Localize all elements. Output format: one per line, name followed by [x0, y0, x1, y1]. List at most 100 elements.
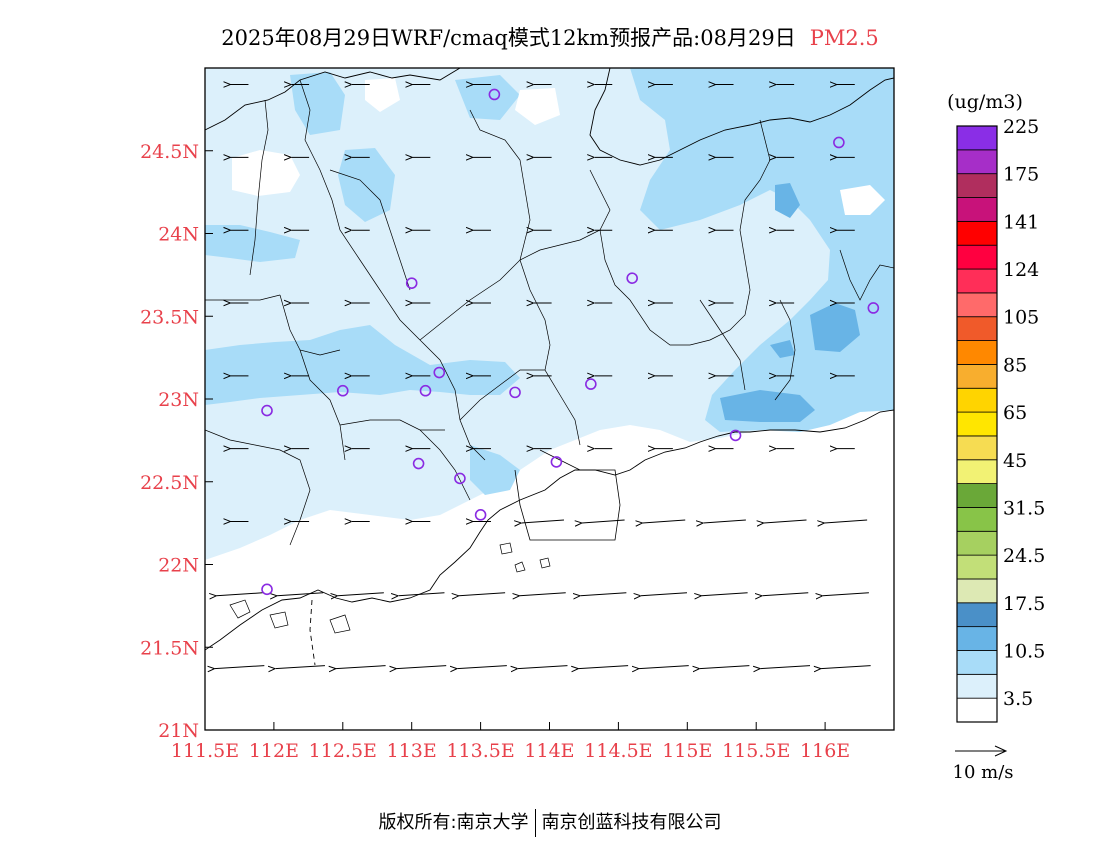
colorbar-label: 225	[1003, 116, 1039, 138]
wind-vector	[396, 665, 447, 669]
y-tick-label: 22N	[158, 555, 199, 577]
wind-vector	[275, 665, 325, 669]
wind-vector	[703, 519, 746, 523]
wind-vector	[578, 665, 629, 669]
colorbar-label: 17.5	[1003, 593, 1045, 615]
x-tick-label: 113.5E	[446, 740, 514, 762]
wind-vector	[639, 665, 689, 669]
colorbar-label: 175	[1003, 164, 1039, 186]
station-marker	[729, 429, 742, 442]
colorbar-label: 3.5	[1003, 688, 1033, 710]
station-marker	[474, 509, 487, 521]
wind-vector	[277, 592, 324, 596]
county-borders	[205, 79, 894, 546]
colorbar-label: 10.5	[1003, 640, 1045, 662]
colorbar-swatch	[956, 411, 998, 437]
wind-vector	[824, 519, 868, 523]
colorbar-swatch	[956, 340, 998, 365]
station-marker	[488, 88, 501, 101]
footer-separator	[534, 809, 536, 837]
y-tick-label: 24.5N	[140, 141, 199, 163]
wind-vector	[762, 592, 809, 596]
y-tick-label: 23N	[158, 389, 199, 411]
colorbar-swatch	[956, 650, 998, 675]
dashed-boundary	[309, 599, 316, 666]
colorbar-label: 141	[1003, 211, 1039, 233]
station-marker	[585, 378, 597, 390]
x-tick-label: 113E	[387, 740, 437, 762]
colorbar-swatch	[956, 316, 998, 341]
station-marker	[412, 457, 425, 470]
station-marker	[336, 384, 349, 397]
colorbar-label: 105	[1003, 307, 1039, 329]
colorbar-label: 45	[1003, 450, 1027, 472]
station-marker	[405, 277, 418, 289]
station-marker	[833, 136, 845, 149]
station-marker	[867, 302, 880, 314]
monitoring-stations	[261, 88, 880, 596]
footer-right: 南京创蓝科技有限公司	[541, 812, 722, 833]
colorbar-swatch	[956, 149, 998, 175]
colorbar-swatch	[956, 697, 998, 723]
wind-vector	[521, 519, 565, 523]
x-tick-label: 112.5E	[309, 740, 377, 762]
wind-vector	[700, 665, 750, 669]
vector-key: 10 m/s	[953, 745, 1014, 783]
colorbar-swatch	[956, 363, 998, 389]
title-variable: PM2.5	[809, 26, 879, 50]
hk-macau-boundary	[514, 469, 621, 541]
wind-vector	[519, 592, 566, 596]
colorbar-swatch	[956, 554, 998, 580]
station-marker	[433, 366, 446, 379]
wind-vector	[215, 665, 265, 669]
x-tick-label: 114.5E	[584, 740, 652, 762]
colorbar-swatch	[956, 530, 998, 556]
colorbar-swatch	[956, 197, 998, 222]
y-tick-label: 22.5N	[140, 472, 199, 494]
colorbar-swatch	[956, 125, 998, 151]
colorbar-swatch	[956, 626, 998, 651]
wind-vector	[760, 665, 811, 669]
coastline-boundaries	[205, 68, 894, 666]
x-tick-label: 115E	[662, 740, 712, 762]
wind-vector	[823, 592, 869, 596]
colorbar-label: 24.5	[1003, 545, 1045, 567]
station-marker	[261, 404, 273, 417]
coastline	[205, 409, 894, 651]
wind-vector	[518, 665, 568, 669]
y-axis: 21N 21.5N 22N 22.5N 23N 23.5N 24N 24.5N	[140, 141, 213, 742]
y-tick-label: 24N	[158, 224, 199, 246]
x-tick-label: 115.5E	[722, 740, 790, 762]
colorbar-swatch	[956, 578, 998, 604]
vector-key-arrowhead	[994, 745, 1008, 757]
title-main: 2025年08月29日WRF/cmaq模式12km预报产品:08月29日	[221, 26, 796, 50]
wind-vector	[580, 592, 627, 596]
wind-vector	[821, 665, 871, 669]
islands	[229, 542, 551, 634]
colorbar-swatch	[956, 173, 998, 198]
colorbar-label: 124	[1003, 259, 1039, 281]
wind-vector	[216, 592, 263, 596]
colorbar-swatch	[956, 268, 998, 294]
wind-vector	[764, 519, 807, 523]
station-marker	[419, 384, 432, 397]
colorbar-swatch	[956, 435, 998, 461]
colorbar-label: 85	[1003, 354, 1027, 376]
x-tick-label: 114E	[524, 740, 574, 762]
colorbar-swatch	[956, 673, 998, 699]
colorbar-label: 31.5	[1003, 497, 1045, 519]
copyright-footer: 版权所有:南京大学 南京创蓝科技有限公司	[0, 808, 1100, 837]
station-marker	[550, 456, 563, 468]
station-marker	[509, 386, 521, 399]
station-marker	[454, 472, 466, 485]
colorbar-swatch	[956, 387, 998, 413]
y-tick-label: 23.5N	[140, 306, 199, 328]
pm25-colorbar: 3.5 10.5 17.5 24.5 31.5 45 65 85 105 124 141 175 225	[956, 116, 1045, 723]
pm25-field	[205, 68, 894, 730]
chart-title: 2025年08月29日WRF/cmaq模式12km预报产品:08月29日 PM2.…	[0, 22, 1100, 52]
colorbar-swatch	[956, 244, 998, 270]
y-tick-label: 21.5N	[140, 637, 199, 659]
colorbar-swatch	[956, 507, 998, 532]
station-marker	[261, 583, 273, 596]
province-border	[205, 68, 894, 166]
